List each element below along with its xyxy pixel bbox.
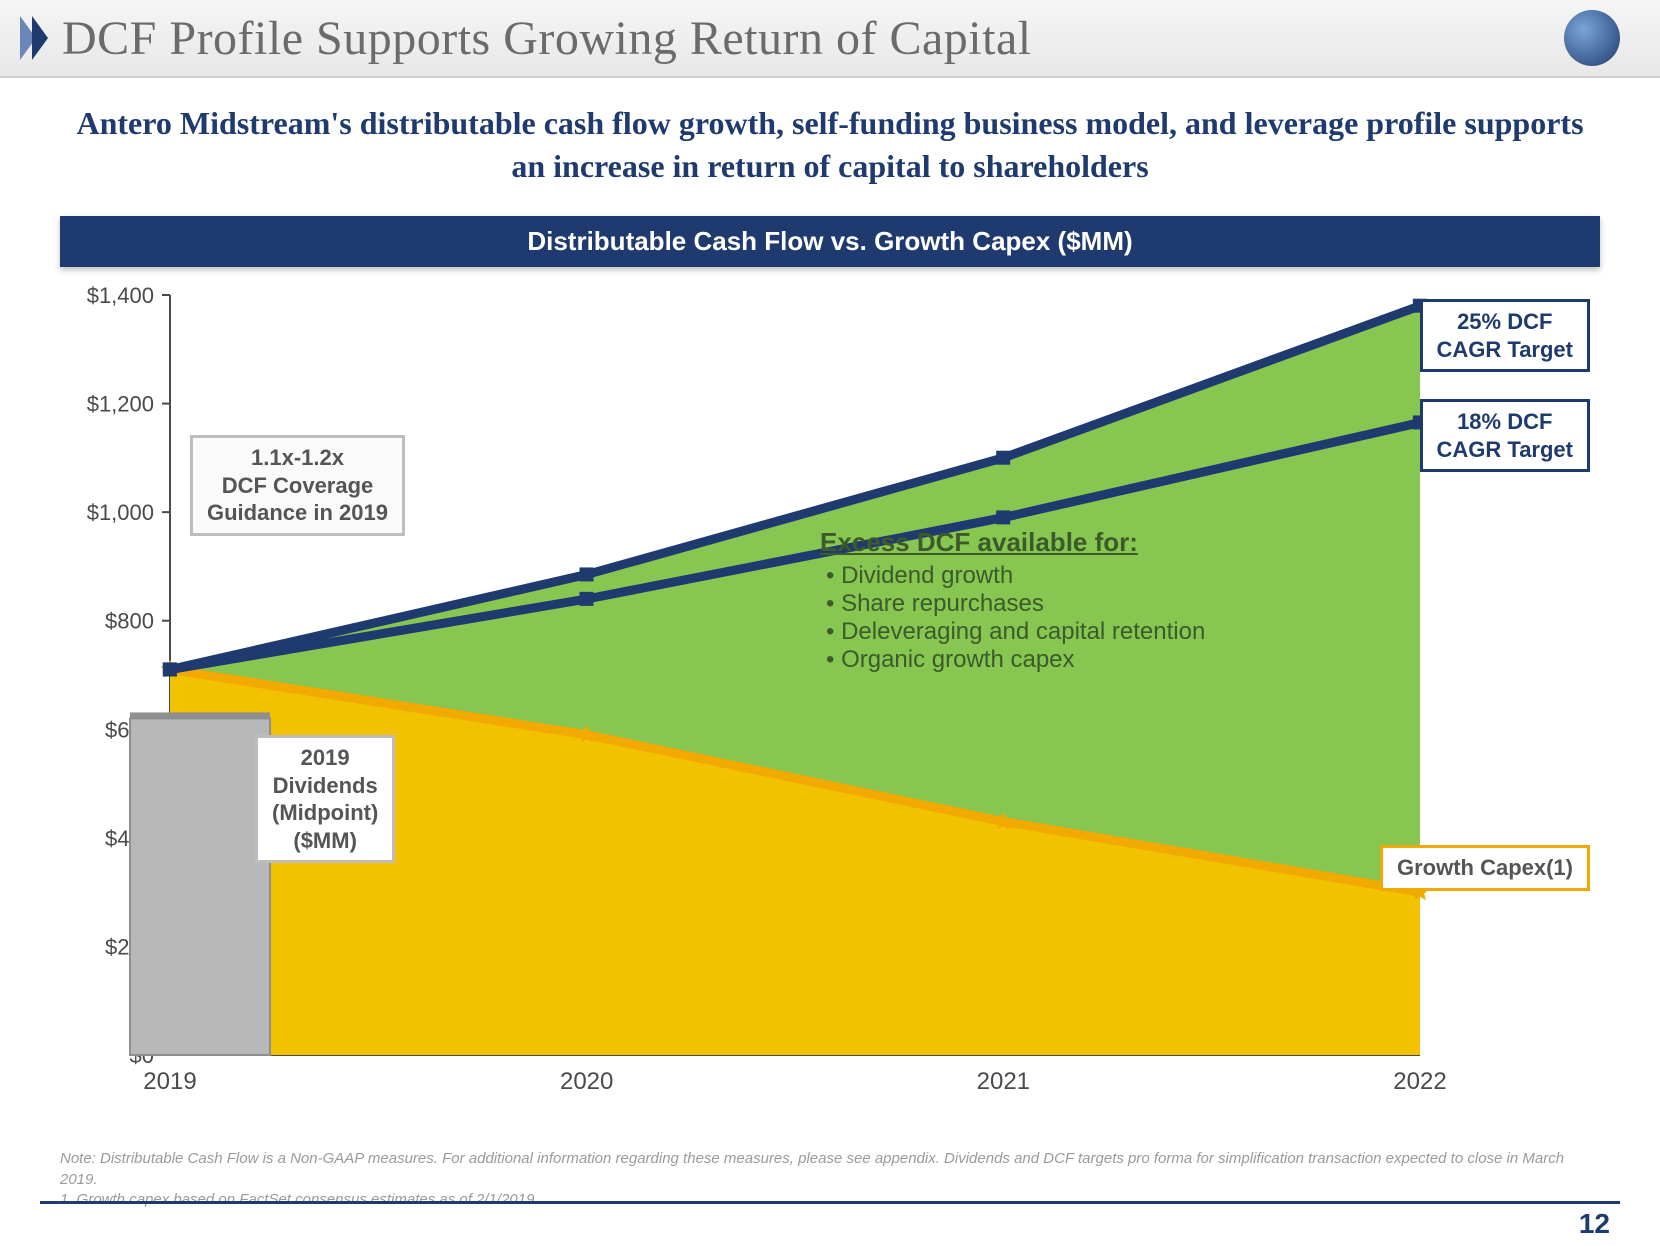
callout-target-18: 18% DCF CAGR Target xyxy=(1420,399,1591,472)
callout-coverage: 1.1x-1.2x DCF Coverage Guidance in 2019 xyxy=(190,435,405,536)
excess-list: Dividend growthShare repurchasesDelevera… xyxy=(820,562,1205,674)
svg-text:$1,200: $1,200 xyxy=(87,392,154,417)
dcf-chart: $0$200$400$600$800$1,000$1,200$1,4002019… xyxy=(60,275,1600,1115)
bottom-rule xyxy=(40,1201,1620,1204)
page-title: DCF Profile Supports Growing Return of C… xyxy=(62,11,1564,66)
t18-line2: CAGR Target xyxy=(1437,436,1574,464)
svg-text:$1,000: $1,000 xyxy=(87,501,154,526)
excess-dcf-block: Excess DCF available for: Dividend growt… xyxy=(820,527,1205,674)
svg-text:2019: 2019 xyxy=(143,1068,196,1095)
excess-item: Deleveraging and capital retention xyxy=(826,618,1205,646)
t25-line1: 25% DCF xyxy=(1437,308,1574,336)
svg-text:2022: 2022 xyxy=(1393,1068,1446,1095)
svg-text:2020: 2020 xyxy=(560,1068,613,1095)
div-line2: Dividends xyxy=(272,772,378,800)
svg-text:2021: 2021 xyxy=(977,1068,1030,1095)
t18-line1: 18% DCF xyxy=(1437,408,1574,436)
callout-target-25: 25% DCF CAGR Target xyxy=(1420,299,1591,372)
svg-text:$1,400: $1,400 xyxy=(87,283,154,308)
growth-capex-label: Growth Capex(1) xyxy=(1397,855,1573,880)
chart-banner: Distributable Cash Flow vs. Growth Capex… xyxy=(60,216,1600,267)
callout-growth-capex: Growth Capex(1) xyxy=(1380,845,1590,891)
title-bar: DCF Profile Supports Growing Return of C… xyxy=(0,0,1660,78)
excess-item: Organic growth capex xyxy=(826,646,1205,674)
callout-dividends: 2019 Dividends (Midpoint) ($MM) xyxy=(255,735,395,863)
div-line1: 2019 xyxy=(272,744,378,772)
coverage-line2: DCF Coverage xyxy=(207,472,388,500)
chart-container: $0$200$400$600$800$1,000$1,200$1,4002019… xyxy=(60,275,1600,1115)
excess-item: Dividend growth xyxy=(826,562,1205,590)
div-line4: ($MM) xyxy=(272,827,378,855)
footnote-2: 1. Growth capex based on FactSet consens… xyxy=(60,1190,1600,1210)
excess-item: Share repurchases xyxy=(826,590,1205,618)
subtitle: Antero Midstream's distributable cash fl… xyxy=(0,78,1660,198)
flame-logo-icon xyxy=(1564,10,1620,66)
t25-line2: CAGR Target xyxy=(1437,336,1574,364)
coverage-line3: Guidance in 2019 xyxy=(207,499,388,527)
chevron-icon xyxy=(20,16,44,60)
svg-text:$800: $800 xyxy=(105,609,154,634)
footnote-1: Note: Distributable Cash Flow is a Non-G… xyxy=(60,1149,1600,1190)
page-number: 12 xyxy=(1579,1208,1610,1240)
div-line3: (Midpoint) xyxy=(272,799,378,827)
coverage-line1: 1.1x-1.2x xyxy=(207,444,388,472)
excess-header: Excess DCF available for: xyxy=(820,527,1205,558)
